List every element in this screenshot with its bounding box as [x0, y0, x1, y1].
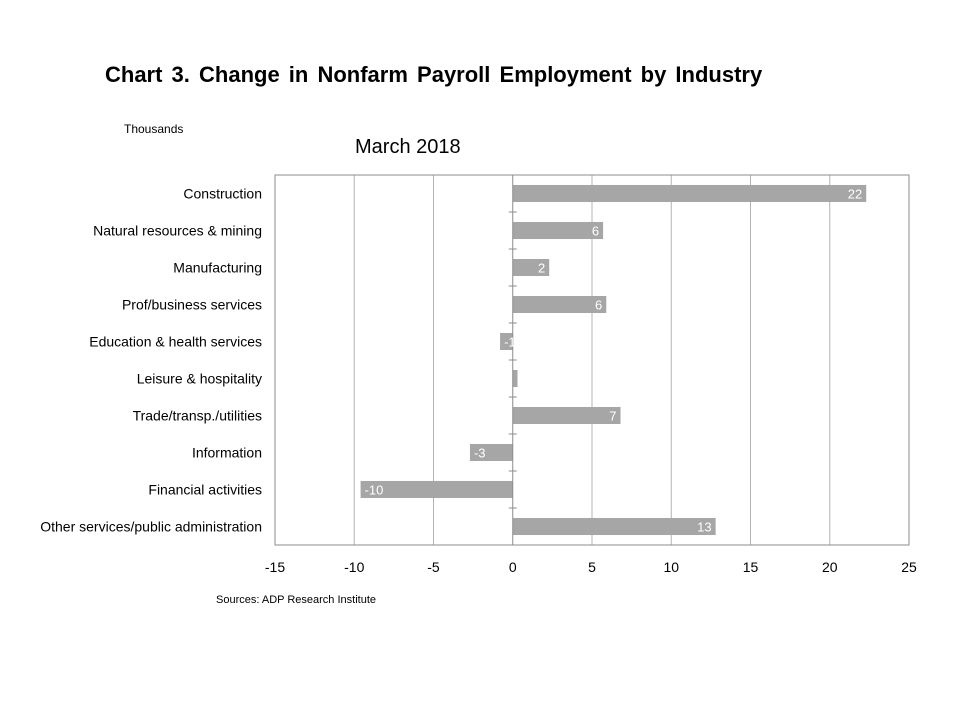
- data-label-4: -1: [504, 335, 516, 350]
- data-label-6: 7: [609, 409, 616, 424]
- category-label-6: Trade/transp./utilities: [133, 408, 262, 424]
- bar-6: [512, 406, 621, 425]
- x-tick-label-1: -10: [344, 559, 364, 575]
- data-label-9: 13: [697, 520, 711, 535]
- data-label-2: 2: [538, 261, 545, 276]
- x-tick-label-6: 15: [743, 559, 759, 575]
- category-label-4: Education & health services: [89, 334, 262, 350]
- data-label-0: 22: [848, 187, 862, 202]
- bar-9: [512, 517, 716, 536]
- bar-4: [500, 332, 513, 351]
- x-tick-label-2: -5: [427, 559, 440, 575]
- x-tick-label-0: -15: [265, 559, 285, 575]
- x-tick-label-5: 10: [663, 559, 679, 575]
- category-label-8: Financial activities: [148, 482, 262, 498]
- bar-8: [360, 480, 513, 499]
- x-tick-label-4: 5: [588, 559, 596, 575]
- category-label-1: Natural resources & mining: [93, 223, 262, 239]
- unit-label: Thousands: [124, 122, 184, 136]
- bar-1: [512, 221, 604, 240]
- bar-3: [512, 295, 607, 314]
- data-label-7: -3: [474, 446, 486, 461]
- category-label-0: Construction: [183, 186, 262, 202]
- data-label-8: -10: [365, 483, 384, 498]
- category-label-3: Prof/business services: [122, 297, 262, 313]
- category-label-5: Leisure & hospitality: [137, 371, 262, 387]
- category-label-9: Other services/public administration: [40, 519, 262, 535]
- x-tick-label-7: 20: [822, 559, 838, 575]
- data-label-1: 6: [592, 224, 599, 239]
- bar-2: [512, 258, 550, 277]
- plot-frame: [274, 174, 910, 546]
- bar-7: [469, 443, 513, 462]
- data-label-3: 6: [595, 298, 602, 313]
- bar-0: [512, 184, 867, 203]
- category-label-7: Information: [192, 445, 262, 461]
- bar-5: [512, 369, 518, 388]
- chart-subtitle: March 2018: [355, 136, 461, 158]
- chart-title: Chart 3. Change in Nonfarm Payroll Emplo…: [105, 62, 763, 87]
- category-label-2: Manufacturing: [173, 260, 262, 276]
- x-tick-label-3: 0: [509, 559, 517, 575]
- source-note: Sources: ADP Research Institute: [216, 594, 376, 606]
- x-tick-label-8: 25: [901, 559, 917, 575]
